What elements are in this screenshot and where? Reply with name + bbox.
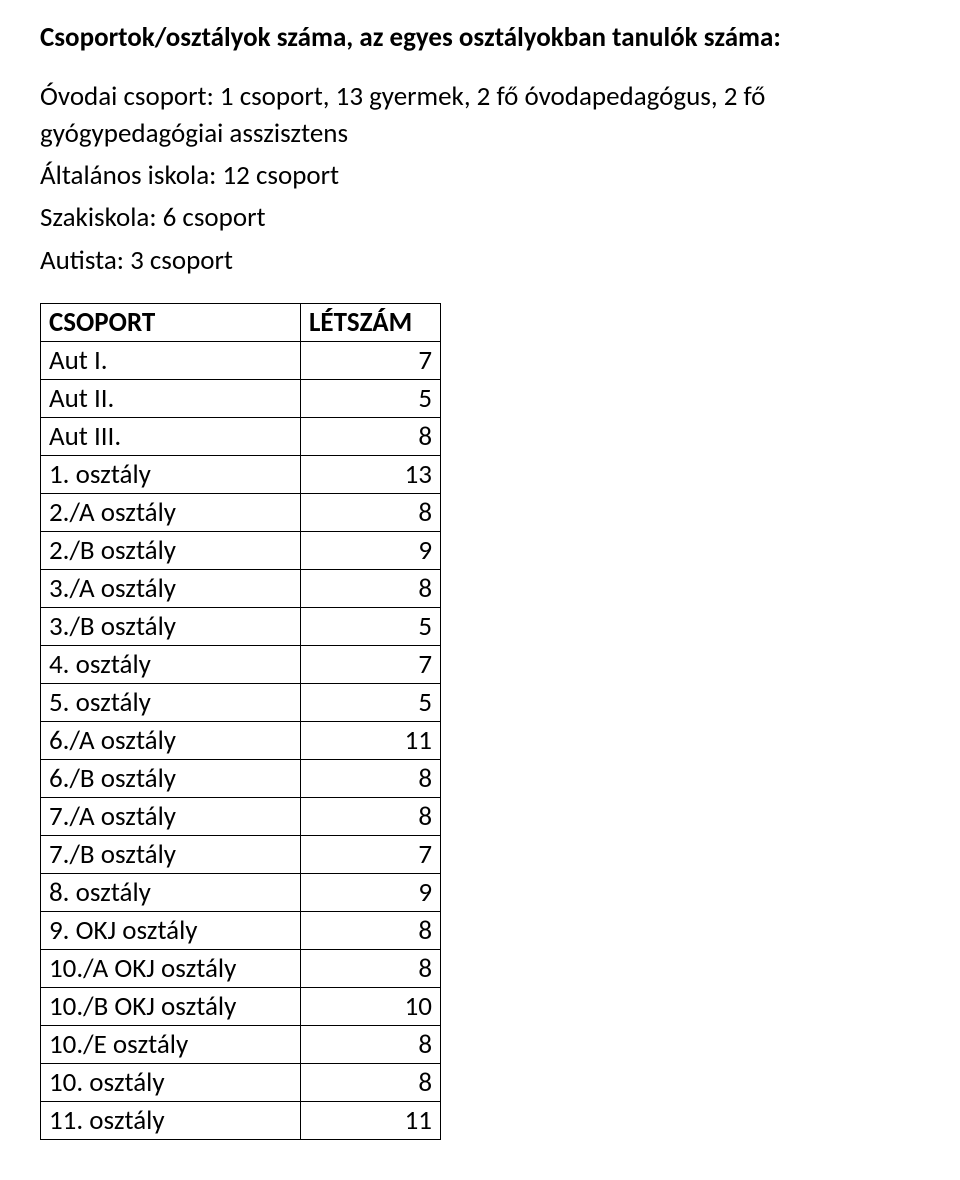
cell-group: Aut II.	[41, 380, 301, 418]
cell-group: 10. osztály	[41, 1064, 301, 1102]
table-row: Aut I.7	[41, 342, 441, 380]
table-row: 3./A osztály8	[41, 570, 441, 608]
cell-count: 11	[301, 722, 441, 760]
cell-group: 2./B osztály	[41, 532, 301, 570]
cell-group: 7./B osztály	[41, 836, 301, 874]
cell-group: Aut III.	[41, 418, 301, 456]
cell-count: 5	[301, 380, 441, 418]
cell-count: 8	[301, 570, 441, 608]
table-row: 10./B OKJ osztály10	[41, 988, 441, 1026]
cell-group: 11. osztály	[41, 1102, 301, 1140]
cell-group: 7./A osztály	[41, 798, 301, 836]
cell-count: 8	[301, 798, 441, 836]
table-row: 4. osztály7	[41, 646, 441, 684]
paragraph: Autista: 3 csoport	[40, 243, 920, 279]
table-row: Aut III.8	[41, 418, 441, 456]
table-row: 6./A osztály11	[41, 722, 441, 760]
cell-count: 7	[301, 342, 441, 380]
paragraph: Óvodai csoport: 1 csoport, 13 gyermek, 2…	[40, 79, 920, 152]
table-row: 10. osztály8	[41, 1064, 441, 1102]
cell-group: 3./B osztály	[41, 608, 301, 646]
cell-count: 8	[301, 418, 441, 456]
cell-group: 1. osztály	[41, 456, 301, 494]
cell-group: 8. osztály	[41, 874, 301, 912]
table-header-group: CSOPORT	[41, 304, 301, 342]
table-row: 1. osztály13	[41, 456, 441, 494]
cell-count: 5	[301, 684, 441, 722]
cell-count: 10	[301, 988, 441, 1026]
table-row: 6./B osztály8	[41, 760, 441, 798]
cell-group: 3./A osztály	[41, 570, 301, 608]
cell-group: 5. osztály	[41, 684, 301, 722]
table-row: 9. OKJ osztály8	[41, 912, 441, 950]
cell-group: 10./B OKJ osztály	[41, 988, 301, 1026]
cell-group: 6./A osztály	[41, 722, 301, 760]
table-row: 11. osztály11	[41, 1102, 441, 1140]
cell-group: Aut I.	[41, 342, 301, 380]
table-row: 2./A osztály8	[41, 494, 441, 532]
paragraph-block: Óvodai csoport: 1 csoport, 13 gyermek, 2…	[40, 79, 920, 279]
table-row: 5. osztály5	[41, 684, 441, 722]
section-heading: Csoportok/osztályok száma, az egyes oszt…	[40, 20, 920, 55]
cell-group: 2./A osztály	[41, 494, 301, 532]
table-row: 10./A OKJ osztály8	[41, 950, 441, 988]
cell-group: 4. osztály	[41, 646, 301, 684]
cell-count: 8	[301, 912, 441, 950]
cell-count: 8	[301, 1026, 441, 1064]
table-row: 7./B osztály7	[41, 836, 441, 874]
cell-group: 6./B osztály	[41, 760, 301, 798]
table-row: 8. osztály9	[41, 874, 441, 912]
cell-count: 8	[301, 950, 441, 988]
cell-count: 11	[301, 1102, 441, 1140]
table-header-row: CSOPORT LÉTSZÁM	[41, 304, 441, 342]
cell-group: 10./A OKJ osztály	[41, 950, 301, 988]
paragraph: Általános iskola: 12 csoport	[40, 158, 920, 194]
cell-count: 9	[301, 532, 441, 570]
table-body: Aut I.7Aut II.5Aut III.81. osztály132./A…	[41, 342, 441, 1140]
table-row: 10./E osztály8	[41, 1026, 441, 1064]
paragraph: Szakiskola: 6 csoport	[40, 200, 920, 236]
cell-count: 9	[301, 874, 441, 912]
cell-count: 13	[301, 456, 441, 494]
cell-count: 7	[301, 836, 441, 874]
table-row: Aut II.5	[41, 380, 441, 418]
cell-count: 8	[301, 494, 441, 532]
table-row: 7./A osztály8	[41, 798, 441, 836]
cell-count: 8	[301, 1064, 441, 1102]
table-row: 3./B osztály5	[41, 608, 441, 646]
cell-group: 10./E osztály	[41, 1026, 301, 1064]
table-row: 2./B osztály9	[41, 532, 441, 570]
class-size-table: CSOPORT LÉTSZÁM Aut I.7Aut II.5Aut III.8…	[40, 303, 441, 1140]
cell-count: 8	[301, 760, 441, 798]
table-header-count: LÉTSZÁM	[301, 304, 441, 342]
cell-count: 7	[301, 646, 441, 684]
cell-group: 9. OKJ osztály	[41, 912, 301, 950]
cell-count: 5	[301, 608, 441, 646]
